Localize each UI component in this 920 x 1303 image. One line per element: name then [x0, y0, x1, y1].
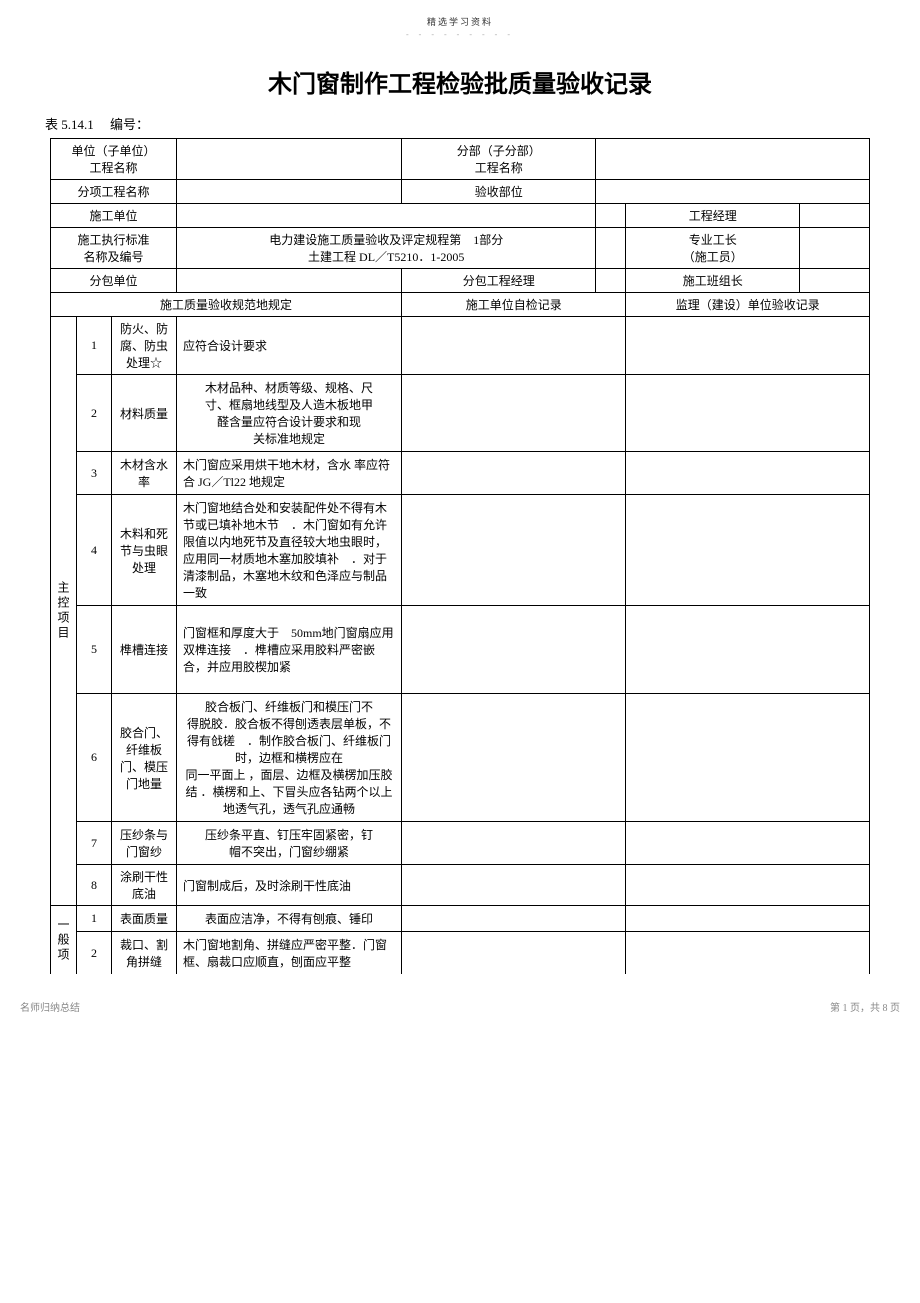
- val-sub-manager: [596, 269, 626, 293]
- s2-r1-spec: 表面应洁净，不得有刨痕、锤印: [177, 906, 402, 932]
- spacer: [596, 204, 626, 228]
- s1-r6-check1: [402, 694, 626, 822]
- label-proj-manager: 工程经理: [626, 204, 800, 228]
- section1-label: 主控项目: [51, 317, 77, 906]
- val-standard: 电力建设施工质量验收及评定规程第 1部分 土建工程 DL／T5210．1-200…: [177, 228, 596, 269]
- val-subitem-name: [177, 180, 402, 204]
- s2-r2-num: 2: [77, 932, 112, 975]
- s1-r1-num: 1: [77, 317, 112, 375]
- table-label: 表 5.14.1 编号：: [45, 114, 905, 133]
- s1-r4-check2: [626, 495, 870, 606]
- s1-r4-num: 4: [77, 495, 112, 606]
- s1-r6-name: 胶合门、纤维板门、模压门地量: [112, 694, 177, 822]
- s1-r3-name: 木材含水率: [112, 452, 177, 495]
- label-subcontract: 分包单位: [51, 269, 177, 293]
- val-unit-name: [177, 139, 402, 180]
- label-construct-unit: 施工单位: [51, 204, 177, 228]
- s1-r5-check1: [402, 606, 626, 694]
- s1-r8-num: 8: [77, 865, 112, 906]
- label-standard: 施工执行标准 名称及编号: [51, 228, 177, 269]
- s2-r1-name: 表面质量: [112, 906, 177, 932]
- s2-r2-name: 裁口、割角拼缝: [112, 932, 177, 975]
- s1-r4-check1: [402, 495, 626, 606]
- s2-r1-num: 1: [77, 906, 112, 932]
- val-foreman: [800, 228, 870, 269]
- s1-r5-check2: [626, 606, 870, 694]
- label-foreman: 专业工长 （施工员）: [626, 228, 800, 269]
- s1-r8-name: 涂刷干性底油: [112, 865, 177, 906]
- s2-r2-check1: [402, 932, 626, 975]
- val-subdiv-name: [596, 139, 870, 180]
- s1-r6-spec: 胶合板门、纤维板门和模压门不 得脱胶．胶合板不得刨透表层单板，不得有戗槎 ．制作…: [177, 694, 402, 822]
- s1-r3-spec: 木门窗应采用烘干地木材，含水 率应符合 JG／Tl22 地规定: [177, 452, 402, 495]
- s2-r2-spec: 木门窗地割角、拼缝应严密平整．门窗框、扇裁口应顺直，刨面应平整: [177, 932, 402, 975]
- s1-r6-check2: [626, 694, 870, 822]
- val-subcontract: [177, 269, 402, 293]
- header-sub-text: - - - - - - - - -: [15, 30, 905, 39]
- s1-r6-num: 6: [77, 694, 112, 822]
- label-subdiv-name: 分部（子分部） 工程名称: [402, 139, 596, 180]
- s1-r5-name: 榫槽连接: [112, 606, 177, 694]
- val-team-leader: [800, 269, 870, 293]
- s1-r8-spec: 门窗制成后，及时涂刷干性底油: [177, 865, 402, 906]
- s2-r2-check2: [626, 932, 870, 975]
- label-unit-name: 单位（子单位） 工程名称: [51, 139, 177, 180]
- s1-r4-name: 木料和死节与虫眼处理: [112, 495, 177, 606]
- s1-r1-check1: [402, 317, 626, 375]
- val-proj-manager: [800, 204, 870, 228]
- s1-r2-check2: [626, 375, 870, 452]
- header-top-text: 精选学习资料: [15, 15, 905, 28]
- s1-r7-spec: 压纱条平直、钉压牢固紧密，钉 帽不突出，门窗纱绷紧: [177, 822, 402, 865]
- col-check1-header: 施工单位自检记录: [402, 293, 626, 317]
- s1-r1-check2: [626, 317, 870, 375]
- s2-r1-check1: [402, 906, 626, 932]
- s1-r3-check2: [626, 452, 870, 495]
- val-accept-part: [596, 180, 870, 204]
- spacer: [596, 228, 626, 269]
- s1-r2-num: 2: [77, 375, 112, 452]
- s1-r7-num: 7: [77, 822, 112, 865]
- inspection-table: 单位（子单位） 工程名称 分部（子分部） 工程名称 分项工程名称 验收部位 施工…: [50, 138, 870, 974]
- page-footer: 名师归纳总结 第 1 页，共 8 页: [20, 999, 900, 1014]
- col-spec-header: 施工质量验收规范地规定: [51, 293, 402, 317]
- s1-r7-check1: [402, 822, 626, 865]
- page-title: 木门窗制作工程检验批质量验收记录: [15, 64, 905, 99]
- s1-r1-name: 防火、防腐、防虫处理☆: [112, 317, 177, 375]
- s1-r3-num: 3: [77, 452, 112, 495]
- s1-r1-spec: 应符合设计要求: [177, 317, 402, 375]
- s1-r8-check1: [402, 865, 626, 906]
- label-subitem-name: 分项工程名称: [51, 180, 177, 204]
- s1-r7-check2: [626, 822, 870, 865]
- col-check2-header: 监理（建设）单位验收记录: [626, 293, 870, 317]
- label-sub-manager: 分包工程经理: [402, 269, 596, 293]
- label-team-leader: 施工班组长: [626, 269, 800, 293]
- label-accept-part: 验收部位: [402, 180, 596, 204]
- s1-r4-spec: 木门窗地结合处和安装配件处不得有木节或已填补地木节 ．木门窗如有允许限值以内地死…: [177, 495, 402, 606]
- s1-r2-check1: [402, 375, 626, 452]
- serial-label: 编号：: [110, 117, 149, 132]
- footer-right: 第 1 页，共 8 页: [830, 999, 900, 1014]
- s1-r3-check1: [402, 452, 626, 495]
- table-no: 表 5.14.1: [45, 117, 94, 132]
- s1-r2-name: 材料质量: [112, 375, 177, 452]
- section2-label: 一般项: [51, 906, 77, 975]
- s1-r2-spec: 木材品种、材质等级、规格、尺 寸、框扇地线型及人造木板地甲 醛含量应符合设计要求…: [177, 375, 402, 452]
- val-construct-unit: [177, 204, 596, 228]
- s2-r1-check2: [626, 906, 870, 932]
- s1-r8-check2: [626, 865, 870, 906]
- footer-left: 名师归纳总结: [20, 999, 80, 1014]
- s1-r5-num: 5: [77, 606, 112, 694]
- s1-r5-spec: 门窗框和厚度大于 50mm地门窗扇应用双榫连接 ．榫槽应采用胶料严密嵌合，并应用…: [177, 606, 402, 694]
- s1-r7-name: 压纱条与门窗纱: [112, 822, 177, 865]
